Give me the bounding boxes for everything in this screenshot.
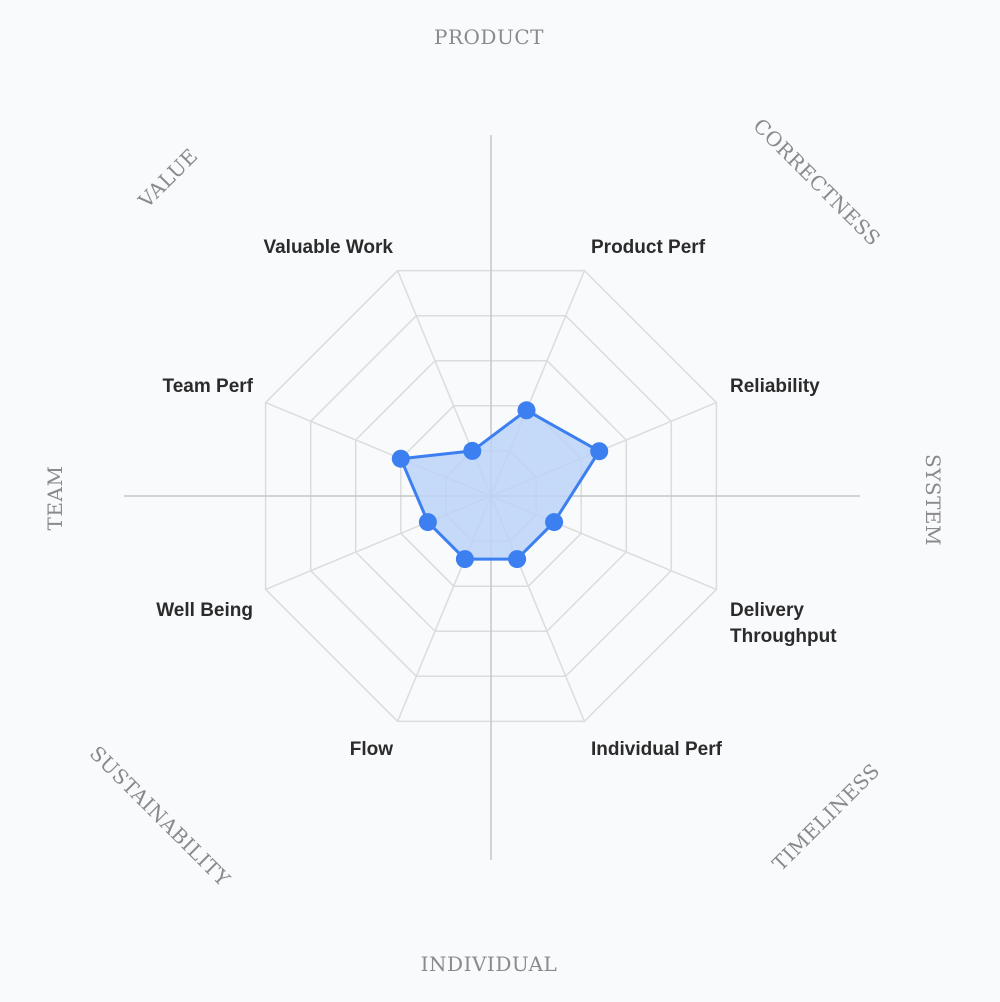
dimension-label-value: VALUE [133,144,203,214]
dimension-label-system: SYSTEM [921,454,945,546]
metric-label-individual-perf: Individual Perf [591,739,723,760]
data-point-delivery-throughput [545,513,564,532]
dimension-label-sustainability: SUSTAINABILITY [85,741,235,891]
dimension-label-team: TEAM [43,466,67,531]
dimension-label-timeliness: TIMELINESS [767,758,884,875]
data-point-team-perf [391,449,410,468]
metric-label-reliability: Reliability [730,376,820,397]
dimension-label-correctness: CORRECTNESS [748,114,885,251]
data-point-reliability [590,442,609,461]
metric-label-valuable-work: Valuable Work [263,237,393,258]
metric-label-well-being: Well Being [156,600,253,621]
data-point-flow [455,550,474,569]
metric-label-delivery-throughput: Delivery Throughput [730,600,837,647]
radar-series [391,401,609,569]
dimension-label-individual: INDIVIDUAL [421,952,558,976]
metric-label-team-perf: Team Perf [163,376,254,397]
series-area [399,408,601,561]
metric-label-line: Throughput [730,626,837,647]
data-point-valuable-work [463,441,482,460]
data-point-well-being [418,513,437,532]
metric-label-line: Delivery [730,600,804,621]
data-point-product-perf [517,401,536,420]
metric-label-product-perf: Product Perf [591,237,706,258]
data-point-individual-perf [508,550,527,569]
dimension-label-product: PRODUCT [434,25,544,49]
metric-label-flow: Flow [350,739,393,760]
metric-labels: Product Perf Reliability Delivery Through… [156,237,837,760]
